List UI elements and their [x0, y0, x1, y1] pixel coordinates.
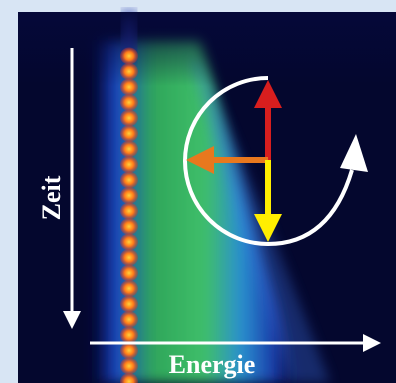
pulse-dot — [120, 63, 138, 80]
pulse-dot — [120, 358, 138, 375]
pulse-dot — [120, 327, 138, 344]
pulse-dot — [120, 311, 138, 328]
vertical-label: Zeit — [37, 175, 66, 220]
pulse-dot — [120, 172, 138, 189]
pulse-dot — [120, 296, 138, 313]
pulse-dot — [120, 280, 138, 297]
pulse-dot — [120, 125, 138, 142]
pulse-dot — [120, 265, 138, 282]
pulse-dot — [120, 94, 138, 111]
page: Zeit Energie (() => { const data = JSON.… — [0, 0, 396, 383]
pulse-dot — [120, 156, 138, 173]
pulse-dot — [120, 141, 138, 158]
horizontal-label: Energie — [169, 350, 256, 379]
pulse-dot — [120, 218, 138, 235]
pulse-dot — [120, 187, 138, 204]
pulse-dot — [120, 234, 138, 251]
pulse-train — [120, 48, 138, 383]
pulse-dot — [120, 203, 138, 220]
pulse-dot — [120, 79, 138, 96]
pulse-dot — [120, 110, 138, 127]
pulse-dot — [120, 342, 138, 359]
pulse-dot — [120, 249, 138, 266]
pulse-dot — [120, 48, 138, 65]
figure: Zeit Energie — [0, 0, 396, 383]
